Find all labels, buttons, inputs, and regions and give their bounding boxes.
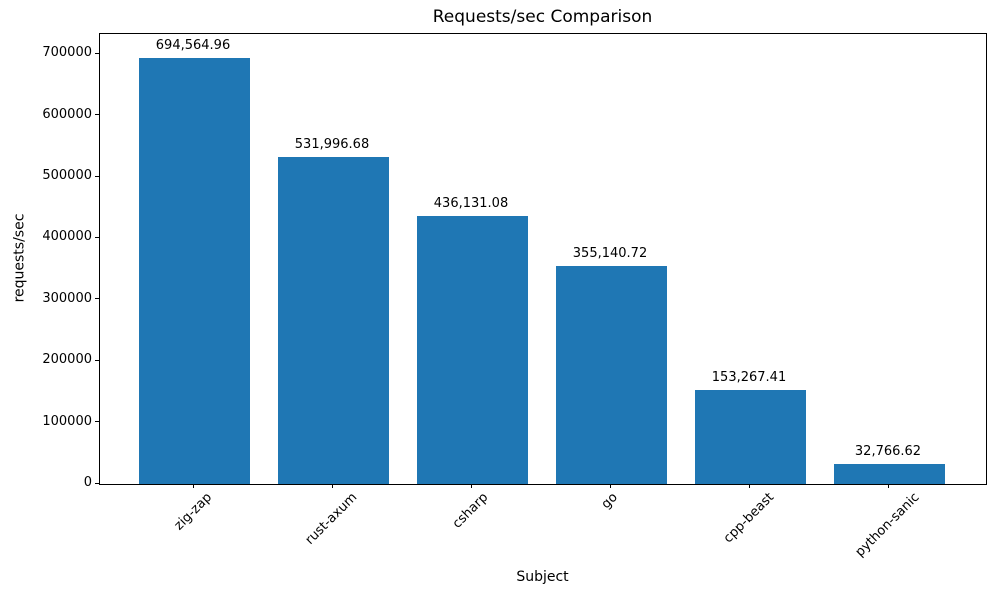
x-tick-label: python-sanic: [852, 490, 923, 560]
y-tick-mark: [95, 175, 99, 177]
bar: [555, 265, 667, 484]
bar-value-label: 531,996.68: [294, 137, 370, 153]
y-tick-mark: [95, 421, 99, 423]
y-tick-label: 500000: [42, 168, 92, 184]
y-tick-mark: [95, 52, 99, 54]
y-tick-label: 300000: [42, 290, 92, 306]
y-tick-mark: [95, 298, 99, 300]
x-tick-label: rust-axum: [302, 490, 361, 548]
x-tick-mark: [609, 484, 611, 488]
y-tick-label: 0: [83, 475, 92, 490]
y-tick-label: 400000: [42, 229, 92, 245]
bar: [694, 389, 806, 484]
bar-value-label: 436,131.08: [433, 196, 509, 212]
y-tick-mark: [95, 359, 99, 361]
bar-value-label: 153,267.41: [711, 369, 787, 385]
x-tick-label: go: [598, 490, 621, 513]
y-tick-mark: [95, 114, 99, 116]
x-tick-mark: [192, 484, 194, 488]
y-tick-label: 200000: [42, 352, 92, 368]
bar: [416, 216, 528, 484]
y-axis-label: requests/sec: [11, 213, 28, 303]
bar: [833, 463, 945, 484]
y-tick-label: 700000: [42, 45, 92, 61]
x-tick-mark: [331, 484, 333, 488]
bar: [277, 157, 389, 484]
x-tick-mark: [748, 484, 750, 488]
y-tick-label: 100000: [42, 413, 92, 429]
plot-area: [99, 33, 987, 485]
x-tick-label: zig-zap: [171, 490, 215, 534]
x-tick-mark: [470, 484, 472, 488]
x-tick-label: cpp-beast: [720, 490, 778, 547]
x-tick-mark: [887, 484, 889, 488]
y-tick-label: 600000: [42, 106, 92, 122]
y-tick-mark: [95, 236, 99, 238]
bar: [138, 57, 250, 484]
bar-value-label: 355,140.72: [572, 245, 648, 261]
bar-value-label: 694,564.96: [155, 37, 231, 53]
chart-title: Requests/sec Comparison: [432, 7, 653, 27]
y-tick-mark: [95, 482, 99, 484]
bar-value-label: 32,766.62: [854, 443, 922, 459]
x-tick-label: csharp: [449, 490, 492, 532]
x-axis-label: Subject: [516, 569, 569, 585]
